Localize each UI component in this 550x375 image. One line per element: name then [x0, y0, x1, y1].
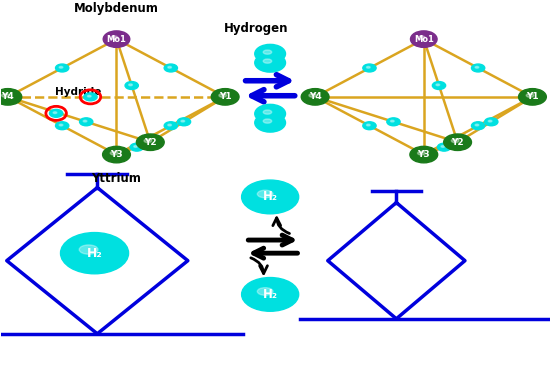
Ellipse shape [60, 232, 129, 274]
Ellipse shape [56, 64, 69, 72]
Ellipse shape [80, 118, 93, 126]
Ellipse shape [164, 122, 178, 130]
Ellipse shape [59, 124, 63, 126]
Ellipse shape [136, 134, 164, 150]
Ellipse shape [488, 120, 492, 122]
Ellipse shape [125, 81, 139, 90]
Ellipse shape [363, 122, 376, 130]
Ellipse shape [181, 120, 185, 122]
Text: Hydrogen: Hydrogen [224, 22, 289, 35]
Ellipse shape [56, 122, 69, 130]
Ellipse shape [168, 66, 172, 68]
Ellipse shape [84, 93, 97, 101]
Text: Molybdenum: Molybdenum [74, 2, 159, 15]
Ellipse shape [301, 88, 329, 105]
Ellipse shape [59, 66, 63, 68]
Ellipse shape [257, 190, 273, 198]
Ellipse shape [110, 151, 118, 155]
Text: Y3: Y3 [110, 150, 123, 159]
Ellipse shape [219, 93, 227, 97]
Ellipse shape [241, 278, 299, 311]
Ellipse shape [471, 122, 485, 130]
Ellipse shape [103, 146, 130, 163]
Ellipse shape [309, 93, 317, 97]
Ellipse shape [452, 139, 459, 142]
Ellipse shape [432, 81, 446, 90]
Ellipse shape [134, 146, 138, 147]
Text: H₂: H₂ [263, 288, 278, 301]
Ellipse shape [177, 118, 191, 126]
Ellipse shape [79, 245, 98, 254]
Text: Y1: Y1 [219, 92, 232, 101]
Ellipse shape [263, 119, 272, 123]
Text: Mo1: Mo1 [107, 34, 126, 44]
Ellipse shape [417, 151, 425, 155]
Text: Mo1: Mo1 [414, 34, 434, 44]
Text: Y4: Y4 [2, 92, 14, 101]
Ellipse shape [519, 88, 546, 105]
Ellipse shape [255, 44, 285, 63]
Ellipse shape [2, 93, 9, 97]
Ellipse shape [50, 110, 63, 117]
Ellipse shape [471, 64, 485, 72]
Ellipse shape [263, 50, 272, 54]
Ellipse shape [255, 113, 285, 132]
Text: Yttrium: Yttrium [91, 172, 141, 185]
Ellipse shape [410, 31, 437, 47]
Text: Y4: Y4 [309, 92, 322, 101]
Ellipse shape [437, 143, 450, 151]
Ellipse shape [255, 53, 285, 72]
Ellipse shape [129, 84, 133, 86]
Ellipse shape [257, 288, 273, 295]
Ellipse shape [130, 143, 144, 151]
Ellipse shape [87, 95, 91, 97]
Ellipse shape [263, 59, 272, 63]
Ellipse shape [53, 112, 57, 114]
Ellipse shape [475, 124, 479, 126]
Ellipse shape [390, 120, 394, 122]
Text: Y1: Y1 [526, 92, 539, 101]
Ellipse shape [418, 36, 425, 39]
Ellipse shape [164, 64, 178, 72]
Text: H₂: H₂ [87, 247, 102, 259]
Ellipse shape [263, 110, 272, 114]
Ellipse shape [485, 118, 498, 126]
Text: H₂: H₂ [263, 190, 278, 204]
Ellipse shape [0, 88, 22, 105]
Text: Y2: Y2 [144, 138, 157, 147]
Text: Hydride: Hydride [55, 87, 101, 97]
Ellipse shape [366, 66, 370, 68]
Ellipse shape [111, 36, 118, 39]
Ellipse shape [83, 120, 87, 122]
Ellipse shape [168, 124, 172, 126]
Ellipse shape [436, 84, 439, 86]
Text: Y3: Y3 [417, 150, 430, 159]
Text: Y2: Y2 [452, 138, 464, 147]
Ellipse shape [363, 64, 376, 72]
Ellipse shape [444, 134, 471, 150]
Ellipse shape [241, 180, 299, 214]
Ellipse shape [475, 66, 479, 68]
Ellipse shape [526, 93, 534, 97]
Ellipse shape [255, 104, 285, 123]
Ellipse shape [387, 118, 400, 126]
Ellipse shape [144, 139, 152, 142]
Ellipse shape [103, 31, 130, 47]
Ellipse shape [441, 146, 445, 147]
Ellipse shape [211, 88, 239, 105]
Ellipse shape [410, 146, 438, 163]
Ellipse shape [366, 124, 370, 126]
